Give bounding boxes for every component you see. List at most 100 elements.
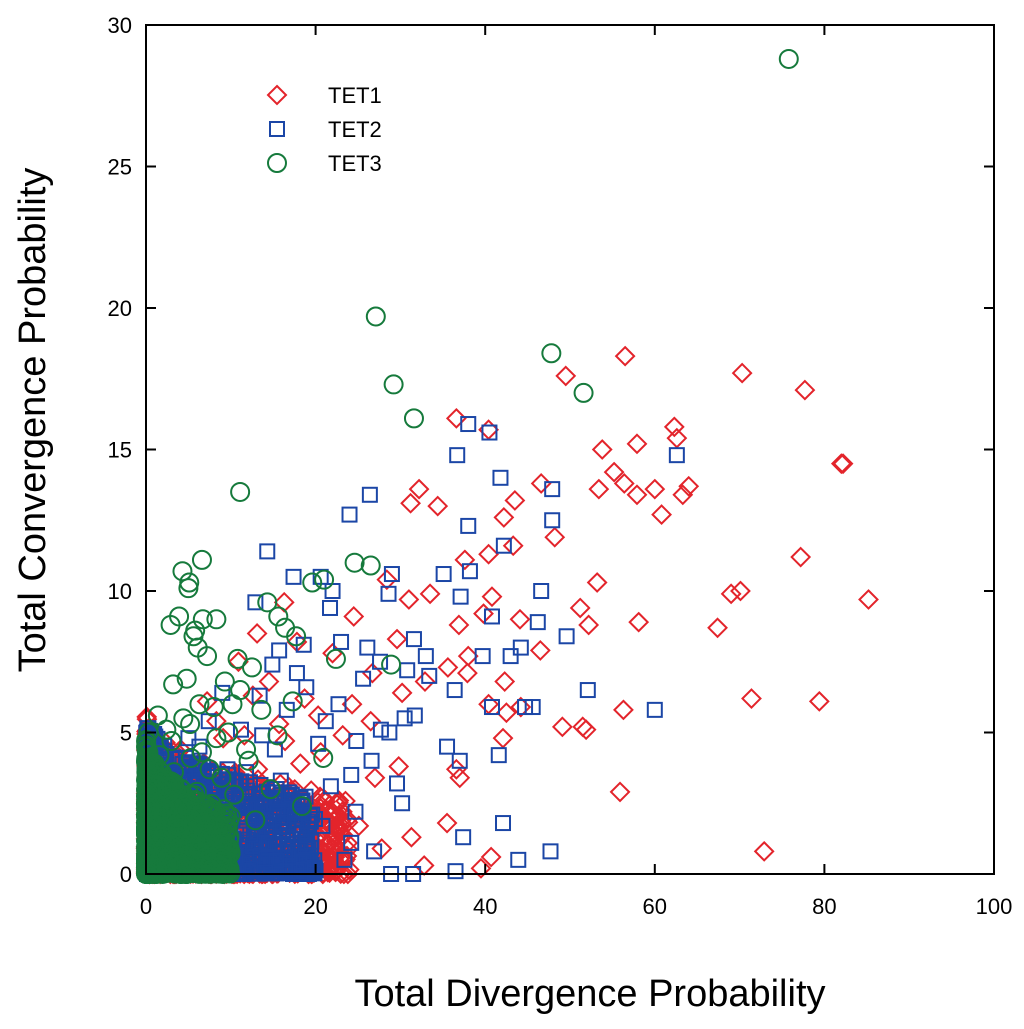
point-tet3 [257,592,278,613]
point-tet2 [483,699,500,716]
point-tet1 [325,792,347,814]
y-tick-label: 25 [108,155,132,180]
point-tet2 [405,631,422,648]
point-tet1-cluster [328,805,350,827]
point-tet3 [147,858,168,879]
series-tet3 [136,48,799,884]
point-tet1 [419,583,441,605]
point-tet2 [495,537,512,554]
point-tet1 [436,812,458,834]
legend-marker-tet2 [269,121,285,137]
point-tet2 [247,594,264,611]
point-tet3 [180,714,201,735]
point-tet3 [166,807,187,828]
point-tet3 [186,781,207,802]
point-tet2 [451,752,468,769]
point-tet3 [137,781,158,802]
point-tet1 [651,504,672,526]
point-tet3 [365,306,386,327]
y-tick-label: 10 [108,579,132,604]
point-tet1 [544,526,566,548]
point-tet2 [283,786,300,803]
point-tet2 [533,583,550,599]
point-tet1-cluster [331,812,353,834]
point-tet2 [544,481,561,498]
point-tet3 [286,626,307,647]
point-tet3-cluster [168,852,189,873]
point-tet2 [314,817,331,834]
point-tet3 [224,784,245,805]
point-tet3 [267,725,288,746]
point-tet1 [663,416,685,438]
point-tet2 [579,682,596,699]
point-tet1 [337,863,359,885]
point-tet2 [483,608,500,625]
point-tet2-cluster [252,776,269,793]
point-tet1 [493,507,515,528]
point-tet1 [609,781,631,803]
point-tet1 [386,628,408,650]
axis-ticks: 0 20 40 60 80 100 0 5 10 15 20 25 30 [108,13,1013,919]
point-tet2 [380,585,397,602]
legend-marker-tet3 [267,153,287,173]
legend-marker-tet1 [266,84,288,106]
point-tet1 [400,492,421,514]
point-tet3 [313,747,334,768]
point-tet1 [555,365,577,387]
point-tet1 [332,724,354,746]
point-tet2 [285,568,302,585]
point-tet2 [330,696,347,713]
point-tet1 [437,656,459,678]
point-tet2 [381,724,398,741]
point-tet2 [447,863,464,880]
point-tet1 [504,490,526,511]
point-tet1 [364,767,386,789]
point-tet2 [417,648,434,665]
point-tet2-cluster [241,774,258,791]
point-tet1 [551,716,573,738]
point-tet3 [206,728,227,749]
point-tet2 [490,747,507,764]
point-tet3 [344,552,365,573]
point-tet3-cluster [200,799,221,820]
point-tet1 [858,589,879,610]
point-tet3 [163,762,184,783]
point-tet1 [720,583,742,605]
point-tet2 [361,486,378,503]
legend-item-tet3: TET3 [267,151,382,176]
point-tet1 [289,753,311,775]
point-tet2 [481,424,498,441]
point-tet2 [232,721,249,738]
point-tet3 [214,671,235,692]
point-tet2 [359,639,376,656]
point-tet3 [302,572,323,593]
point-tet1 [398,589,420,610]
point-tet3-cluster [167,818,188,839]
point-tet1 [494,671,516,692]
point-tet2-cluster [279,843,296,860]
point-tet2-cluster [295,861,312,878]
point-tet1 [233,724,255,746]
x-tick-label: 80 [812,894,836,919]
point-tet3 [173,708,194,729]
point-tet3 [206,609,227,630]
point-tet2-cluster [258,824,275,841]
point-tet1 [808,690,830,712]
point-tet2 [247,798,264,815]
point-tet3 [203,697,224,718]
point-tet2 [322,778,339,795]
point-tet2 [251,687,268,704]
point-tet2 [449,447,466,464]
point-tet2 [389,775,406,792]
point-tet2 [264,656,281,673]
point-tet3 [183,626,204,647]
point-tet2-cluster [257,864,274,881]
point-tet3 [176,668,197,689]
y-tick-label: 20 [108,296,132,321]
point-tet1 [228,651,249,673]
point-tet2 [322,599,339,616]
point-tet2 [355,670,372,687]
point-tet1 [509,608,531,630]
point-tet2 [288,665,305,682]
point-tet1 [445,758,467,780]
